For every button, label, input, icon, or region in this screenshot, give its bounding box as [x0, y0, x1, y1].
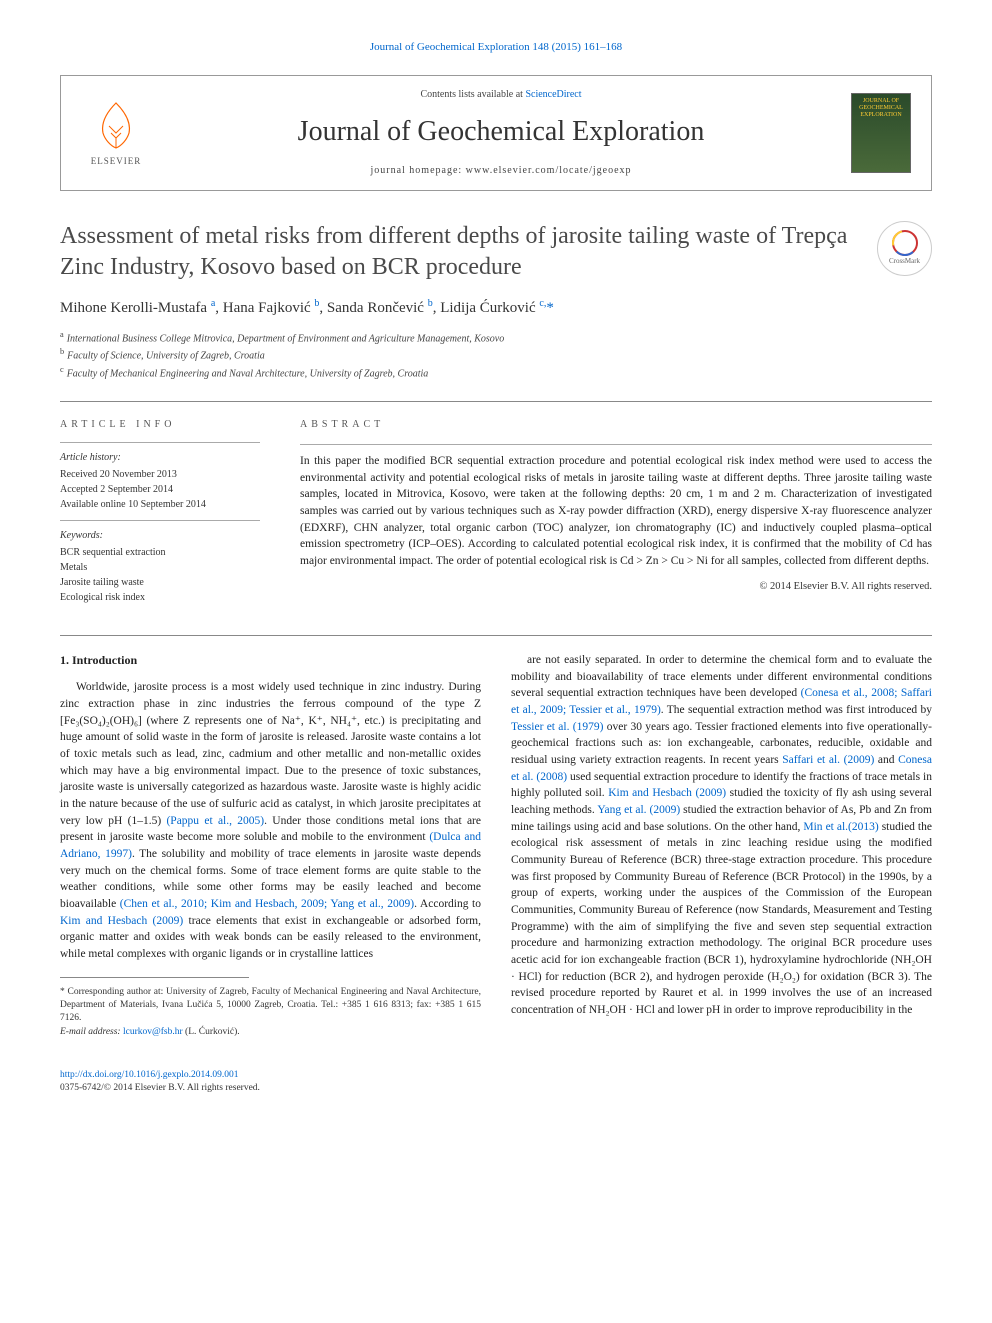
homepage-url[interactable]: www.elsevier.com/locate/jgeoexp [466, 165, 632, 176]
corresponding-author-footnote: * Corresponding author at: University of… [60, 986, 481, 1026]
body-columns: 1. Introduction Worldwide, jarosite proc… [60, 652, 932, 1039]
footer: http://dx.doi.org/10.1016/j.gexplo.2014.… [60, 1069, 932, 1096]
divider-top [60, 401, 932, 402]
elsevier-label: ELSEVIER [91, 155, 142, 168]
homepage-prefix: journal homepage: [370, 165, 465, 176]
affiliation-b-text: Faculty of Science, University of Zagreb… [67, 351, 265, 362]
info-divider-1 [60, 442, 260, 443]
elsevier-tree-icon [91, 98, 141, 153]
doi-link[interactable]: http://dx.doi.org/10.1016/j.gexplo.2014.… [60, 1070, 238, 1080]
footnote-separator [60, 977, 249, 978]
abstract-text: In this paper the modified BCR sequentia… [300, 453, 932, 570]
crossmark-badge[interactable]: CrossMark [877, 221, 932, 276]
email-address[interactable]: lcurkov@fsb.hr [123, 1027, 183, 1037]
article-info-col: article info Article history: Received 2… [60, 418, 260, 605]
journal-name: Journal of Geochemical Exploration [151, 112, 851, 151]
footnote-text: Corresponding author at: University of Z… [60, 987, 481, 1024]
sciencedirect-link[interactable]: ScienceDirect [525, 89, 581, 100]
journal-ref-top: Journal of Geochemical Exploration 148 (… [60, 40, 932, 55]
keywords-heading: Keywords: [60, 529, 260, 543]
abstract-heading: abstract [300, 418, 932, 432]
journal-ref-text[interactable]: Journal of Geochemical Exploration 148 (… [370, 41, 622, 53]
crossmark-label: CrossMark [889, 257, 920, 267]
copyright-line: © 2014 Elsevier B.V. All rights reserved… [300, 580, 932, 595]
journal-cover-thumbnail[interactable]: JOURNAL OF GEOCHEMICAL EXPLORATION [851, 93, 911, 173]
header-center: Contents lists available at ScienceDirec… [151, 88, 851, 177]
journal-header-box: ELSEVIER Contents lists available at Sci… [60, 75, 932, 190]
intro-heading: 1. Introduction [60, 652, 481, 669]
body-col-right: are not easily separated. In order to de… [511, 652, 932, 1039]
contents-available-line: Contents lists available at ScienceDirec… [151, 88, 851, 102]
affiliation-b: bFaculty of Science, University of Zagre… [60, 346, 932, 363]
history-heading: Article history: [60, 451, 260, 465]
authors-line: Mihone Kerolli-Mustafa a, Hana Fajković … [60, 297, 932, 319]
crossmark-icon [891, 229, 919, 257]
info-abstract-row: article info Article history: Received 2… [60, 418, 932, 605]
email-footnote: E-mail address: lcurkov@fsb.hr (L. Ćurko… [60, 1026, 481, 1039]
article-title: Assessment of metal risks from different… [60, 221, 877, 283]
body-col-left: 1. Introduction Worldwide, jarosite proc… [60, 652, 481, 1039]
title-row: Assessment of metal risks from different… [60, 221, 932, 283]
email-suffix: (L. Ćurković). [183, 1027, 240, 1037]
contents-prefix: Contents lists available at [420, 89, 525, 100]
intro-para-1: Worldwide, jarosite process is a most wi… [60, 679, 481, 962]
email-label: E-mail address: [60, 1027, 123, 1037]
affiliation-a: aInternational Business College Mitrovic… [60, 329, 932, 346]
elsevier-logo[interactable]: ELSEVIER [81, 93, 151, 173]
affiliations: aInternational Business College Mitrovic… [60, 329, 932, 381]
abstract-divider [300, 444, 932, 445]
intro-para-2: are not easily separated. In order to de… [511, 652, 932, 1019]
affiliation-c: cFaculty of Mechanical Engineering and N… [60, 364, 932, 381]
article-info-heading: article info [60, 418, 260, 432]
affiliation-c-text: Faculty of Mechanical Engineering and Na… [67, 368, 429, 379]
journal-homepage-line: journal homepage: www.elsevier.com/locat… [151, 164, 851, 178]
info-divider-2 [60, 520, 260, 521]
affiliation-a-text: International Business College Mitrovica… [67, 333, 505, 344]
issn-copyright: 0375-6742/© 2014 Elsevier B.V. All right… [60, 1083, 260, 1093]
cover-text: JOURNAL OF GEOCHEMICAL EXPLORATION [856, 98, 906, 120]
abstract-col: abstract In this paper the modified BCR … [300, 418, 932, 605]
history-list: Received 20 November 2013Accepted 2 Sept… [60, 467, 260, 512]
keywords-list: BCR sequential extractionMetalsJarosite … [60, 545, 260, 605]
divider-bottom [60, 635, 932, 636]
footnote-star: * [60, 987, 68, 997]
